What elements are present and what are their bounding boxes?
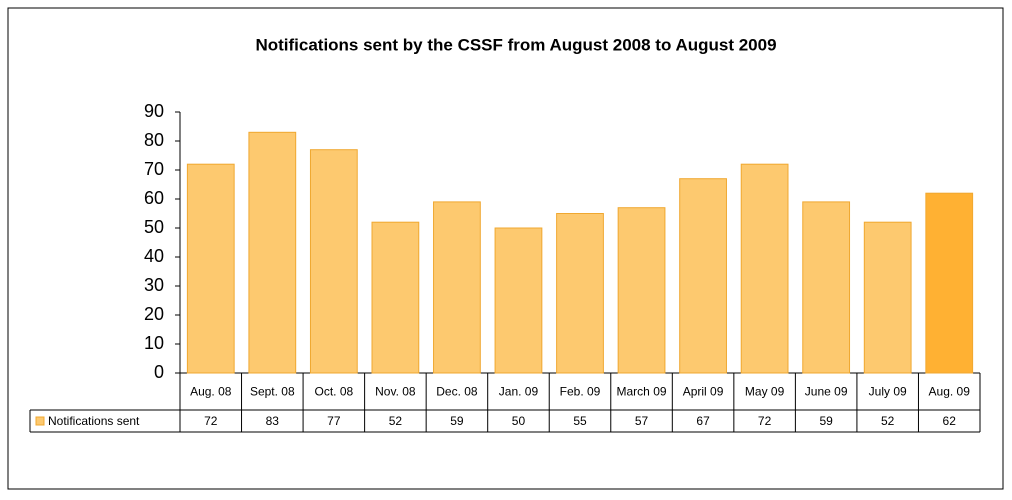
y-tick-label: 0: [154, 362, 164, 382]
bar: [248, 131, 297, 374]
y-tick-label: 60: [144, 188, 164, 208]
x-tick-label: Nov. 08: [375, 385, 416, 399]
table-value: 72: [204, 414, 218, 428]
bar: [371, 221, 420, 374]
x-tick-label: Feb. 09: [560, 385, 601, 399]
bar: [433, 201, 481, 374]
x-tick-label: Oct. 08: [315, 385, 354, 399]
x-tick-label: Sept. 08: [250, 385, 295, 399]
table-value: 59: [450, 414, 464, 428]
table-value: 52: [881, 414, 895, 428]
x-tick-label: May 09: [745, 385, 785, 399]
bar: [556, 213, 604, 374]
bar: [679, 178, 727, 374]
x-tick-label: Jan. 09: [499, 385, 539, 399]
table-value: 55: [573, 414, 587, 428]
x-tick-label: July 09: [869, 385, 907, 399]
bar: [494, 227, 543, 374]
bar: [186, 163, 235, 374]
x-tick-label: March 09: [617, 385, 667, 399]
table-value: 62: [943, 414, 957, 428]
table-value: 50: [512, 414, 526, 428]
x-tick-label: Aug. 08: [190, 385, 232, 399]
bar: [740, 163, 789, 374]
bar: [925, 192, 974, 374]
y-tick-label: 10: [144, 333, 164, 353]
chart-title: Notifications sent by the CSSF from Augu…: [255, 35, 776, 54]
table-value: 57: [635, 414, 649, 428]
y-tick-label: 50: [144, 217, 164, 237]
y-tick-label: 30: [144, 275, 164, 295]
bar: [802, 201, 851, 374]
x-tick-label: April 09: [683, 385, 724, 399]
x-tick-label: June 09: [805, 385, 848, 399]
table-value: 67: [696, 414, 710, 428]
bar: [617, 207, 666, 374]
y-tick-label: 20: [144, 304, 164, 324]
legend-label: Notifications sent: [48, 414, 140, 428]
table-value: 59: [819, 414, 833, 428]
y-tick-label: 90: [144, 101, 164, 121]
x-tick-label: Dec. 08: [436, 385, 478, 399]
bar: [309, 149, 358, 374]
y-tick-label: 40: [144, 246, 164, 266]
y-tick-label: 70: [144, 159, 164, 179]
x-tick-label: Aug. 09: [929, 385, 971, 399]
legend-key: [35, 416, 45, 426]
table-value: 77: [327, 414, 341, 428]
y-tick-label: 80: [144, 130, 164, 150]
bar: [863, 221, 912, 374]
table-value: 52: [389, 414, 403, 428]
table-value: 72: [758, 414, 772, 428]
table-value: 83: [266, 414, 280, 428]
